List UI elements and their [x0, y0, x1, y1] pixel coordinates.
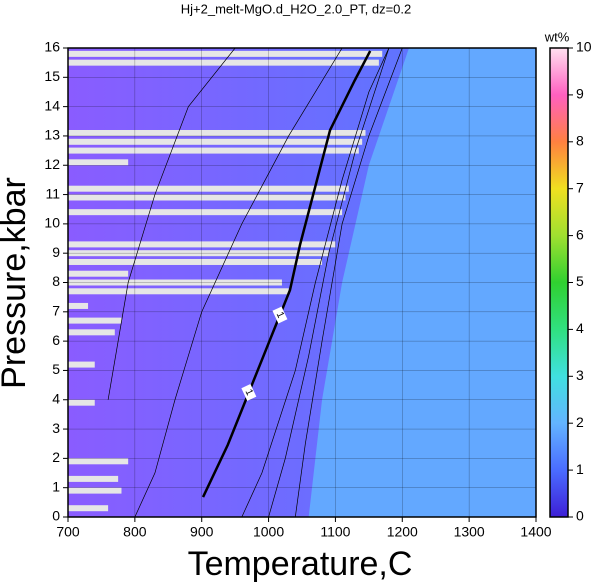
- x-tick-label: 1100: [320, 524, 350, 540]
- contour-label-box: [272, 306, 288, 324]
- y-tick-label: 5: [52, 361, 60, 377]
- contour-line: [107, 48, 236, 400]
- y-tick-label: 0: [52, 508, 60, 524]
- data-gap: [68, 270, 129, 277]
- y-tick-label: 10: [44, 215, 60, 231]
- colorbar-tick-label: 5: [576, 273, 584, 289]
- data-gap: [68, 185, 349, 192]
- data-gap: [68, 258, 323, 265]
- contour-label-text: 1: [243, 388, 256, 398]
- data-gap: [68, 159, 129, 166]
- data-gap: [68, 288, 289, 295]
- data-gap: [68, 399, 95, 406]
- colorbar-tick-label: 0: [576, 508, 584, 524]
- contour-label: 1: [272, 306, 288, 324]
- y-tick-label: 6: [52, 332, 60, 348]
- chart-title: Hj+2_melt-MgO.d_H2O_2.0_PT, dz=0.2: [181, 1, 412, 16]
- data-gap: [68, 209, 343, 216]
- y-tick-label: 9: [52, 244, 60, 260]
- contour-line: [268, 48, 390, 517]
- colorbar: [549, 47, 569, 518]
- y-tick-label: 2: [52, 449, 60, 465]
- y-tick-label: 14: [44, 97, 60, 113]
- x-tick-label: 1200: [387, 524, 418, 540]
- x-tick-label: 1400: [520, 524, 551, 540]
- data-gap: [68, 147, 359, 154]
- y-tick-label: 12: [44, 156, 60, 172]
- y-tick-label: 4: [52, 390, 60, 406]
- data-gap: [68, 458, 129, 465]
- contour-line: [134, 48, 343, 517]
- y-tick-label: 1: [52, 478, 60, 494]
- contour-line: [294, 48, 403, 517]
- data-gap: [68, 138, 363, 145]
- contour-label-box: [241, 383, 257, 401]
- data-gap: [68, 50, 383, 57]
- colorbar-tick-label: 1: [576, 461, 584, 477]
- plot-area: 11: [68, 48, 536, 517]
- colorbar-tick-label: 6: [576, 226, 584, 242]
- contour-label: 1: [241, 383, 257, 401]
- colorbar-tick-label: 9: [576, 86, 584, 102]
- x-axis-label: Temperature,C: [188, 545, 413, 583]
- y-axis-label: Pressure,kbar: [0, 177, 33, 389]
- data-gap: [68, 505, 109, 512]
- colorbar-tick-label: 7: [576, 179, 584, 195]
- y-tick-label: 8: [52, 273, 60, 289]
- data-gap: [68, 487, 122, 494]
- x-tick-label: 800: [123, 524, 147, 540]
- y-tick-label: 13: [44, 127, 60, 143]
- x-tick-label: 1000: [253, 524, 284, 540]
- colorbar-label: wt%: [544, 29, 570, 44]
- data-gap: [68, 130, 366, 137]
- x-tick-label: 700: [56, 524, 80, 540]
- y-tick-label: 3: [52, 420, 60, 436]
- colorbar-tick-label: 10: [576, 39, 592, 55]
- colorbar-tick-label: 8: [576, 133, 584, 149]
- colorbar-tick-label: 2: [576, 414, 584, 430]
- y-tick-label: 11: [45, 185, 60, 201]
- colorbar-tick-label: 4: [576, 320, 584, 336]
- colorbar-tick-label: 3: [576, 367, 584, 383]
- data-gap: [68, 361, 95, 368]
- data-gap: [68, 302, 89, 309]
- contour-label-text: 1: [274, 310, 287, 320]
- x-tick-label: 900: [190, 524, 214, 540]
- data-gap: [68, 194, 346, 201]
- axes: 700 800 900 1000 1100 1200 1300 140001234567891…: [44, 39, 591, 540]
- y-tick-label: 7: [52, 303, 60, 319]
- contour-line: [241, 48, 390, 517]
- data-gap: [68, 329, 115, 336]
- y-tick-label: 16: [44, 39, 60, 55]
- y-tick-label: 15: [44, 68, 60, 84]
- data-gap: [68, 317, 122, 324]
- x-tick-label: 1300: [454, 524, 485, 540]
- data-gap: [68, 475, 119, 482]
- contour-line: [201, 50, 372, 498]
